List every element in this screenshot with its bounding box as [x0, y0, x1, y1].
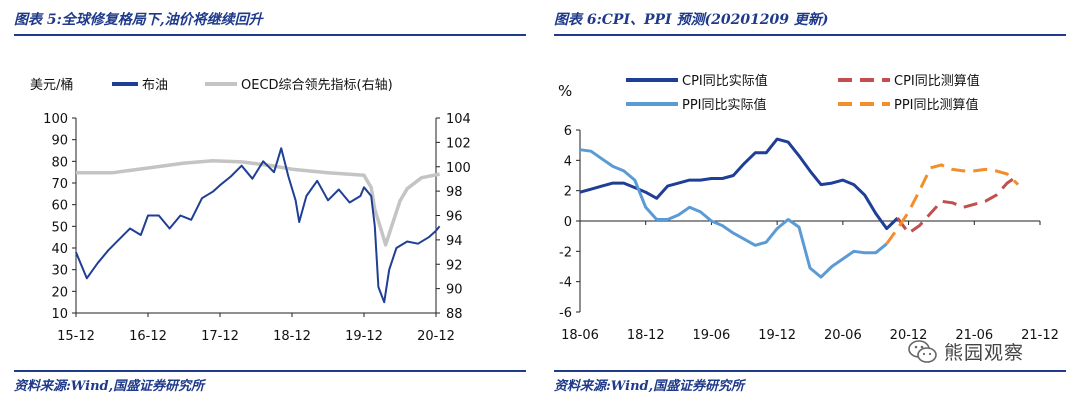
right-y-tick-label: 102	[446, 136, 471, 151]
wechat-icon	[908, 339, 937, 363]
right-y-tick-label: 104	[446, 112, 471, 127]
y-tick-label: -6	[559, 306, 572, 321]
y-tick-label: 2	[564, 185, 572, 200]
left-source-note: 资料来源:Wind,国盛证券研究所	[14, 379, 205, 394]
legend-label: PPI同比实际值	[682, 97, 767, 113]
left-chart-panel: 图表 5:全球修复格局下,油价将继续回升 美元/桶 布油 OECD综合领先指标(右轴…	[14, 12, 526, 394]
left-chart-title: 图表 5:全球修复格局下,油价将继续回升	[14, 12, 263, 28]
series-line	[896, 174, 1019, 235]
x-tick-label: 18-06	[561, 328, 599, 343]
y-tick-label: 4	[564, 154, 572, 169]
left-title-rule	[14, 34, 526, 36]
left-y-tick-label: 70	[51, 177, 68, 192]
x-tick-label: 20-12	[890, 328, 928, 343]
right-title-rule	[554, 34, 1066, 36]
series-line-oecd	[76, 158, 440, 247]
x-tick-label: 18-12	[273, 329, 311, 344]
y-tick-label: -2	[559, 245, 572, 260]
watermark: 熊园观察	[908, 338, 1024, 365]
x-tick-label: 15-12	[57, 329, 95, 344]
y-tick-label: -4	[559, 276, 572, 291]
right-y-tick-label: 98	[446, 185, 463, 200]
series-line	[579, 137, 899, 231]
left-axis-unit: 美元/桶	[30, 78, 73, 93]
left-source-rule	[14, 370, 526, 372]
y-tick-label: 0	[564, 215, 572, 230]
series-line-brent	[75, 147, 441, 304]
x-tick-label: 21-06	[955, 328, 993, 343]
right-source-rule	[554, 370, 1066, 372]
right-y-tick-label: 92	[446, 258, 463, 273]
x-tick-label: 19-12	[345, 329, 383, 344]
right-y-tick-label: 100	[446, 161, 471, 176]
x-tick-label: 18-12	[627, 328, 665, 343]
x-tick-label: 21-12	[1021, 328, 1059, 343]
left-y-tick-label: 20	[51, 285, 68, 300]
watermark-text: 熊园观察	[944, 342, 1025, 364]
legend-label-brent: 布油	[142, 78, 168, 93]
x-tick-label: 16-12	[129, 329, 167, 344]
x-tick-label: 17-12	[201, 329, 239, 344]
legend-label-oecd: OECD综合领先指标(右轴)	[241, 78, 393, 93]
legend-label: PPI同比测算值	[894, 97, 979, 113]
x-tick-label: 19-12	[758, 328, 796, 343]
x-tick-label: 19-06	[693, 328, 731, 343]
y-tick-label: 6	[564, 124, 572, 139]
right-y-tick-label: 90	[446, 283, 463, 298]
left-y-tick-label: 60	[51, 199, 68, 214]
left-chart-svg: 美元/桶 布油 OECD综合领先指标(右轴) 100 90 80 70 60 50 40 30 20 1…	[30, 78, 471, 344]
left-y-tick-label: 80	[51, 155, 68, 170]
x-tick-label: 20-12	[417, 329, 455, 344]
right-y-tick-label: 88	[446, 307, 463, 322]
series-line	[579, 148, 888, 279]
right-source-note: 资料来源:Wind,国盛证券研究所	[554, 379, 745, 394]
x-tick-label: 20-06	[824, 328, 862, 343]
right-chart-panel: 图表 6:CPI、PPI 预测(20201209 更新) CPI同比实际值 CPI…	[540, 0, 1080, 403]
legend-label: CPI同比实际值	[682, 73, 768, 89]
right-chart-title: 图表 6:CPI、PPI 预测(20201209 更新)	[554, 12, 829, 28]
y-axis-unit: %	[558, 82, 572, 100]
series-line	[885, 163, 1020, 245]
right-chart-svg: CPI同比实际值 CPI同比测算值 PPI同比实际值 PPI同比测算值% 6 4 2 0 -2 -…	[558, 73, 1059, 343]
left-y-tick-label: 30	[51, 264, 68, 279]
right-y-tick-label: 96	[446, 210, 463, 225]
left-y-tick-label: 90	[51, 134, 68, 149]
left-y-tick-label: 10	[51, 307, 68, 322]
left-y-tick-label: 50	[51, 220, 68, 235]
legend-label: CPI同比测算值	[894, 73, 980, 89]
left-y-tick-label: 40	[51, 242, 68, 257]
right-y-tick-label: 94	[446, 234, 463, 249]
left-y-tick-label: 100	[43, 112, 68, 127]
